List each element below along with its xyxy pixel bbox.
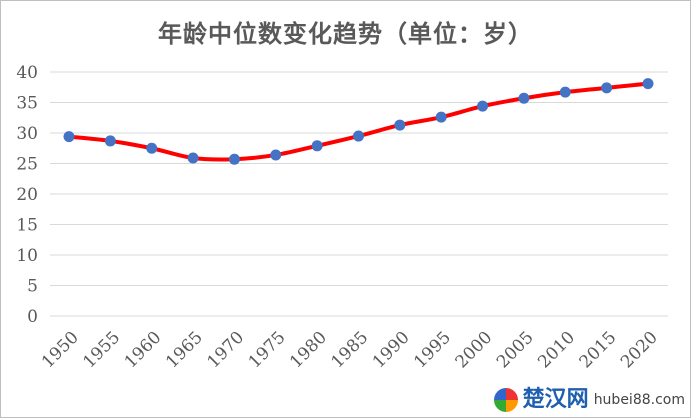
data-point [477, 100, 489, 112]
watermark-url: hubei88.com [593, 392, 685, 408]
data-point [642, 78, 654, 90]
data-point [559, 86, 571, 98]
y-tick-label: 5 [27, 277, 38, 297]
x-tick-label: 2005 [493, 328, 538, 373]
y-tick-label: 15 [16, 216, 38, 236]
x-tick-label: 2015 [576, 328, 621, 373]
data-point [353, 130, 364, 142]
y-tick-label: 0 [27, 307, 38, 327]
x-tick-label: 1955 [79, 328, 124, 373]
x-tick-label: 1995 [410, 328, 455, 373]
x-tick-label: 1980 [286, 328, 331, 373]
data-point [228, 153, 240, 165]
x-tick-label: 1965 [162, 328, 207, 373]
x-tick-label: 1990 [369, 328, 414, 373]
data-point [394, 119, 406, 131]
x-tick-label: 2000 [452, 328, 497, 373]
data-point [270, 149, 282, 161]
data-point [435, 111, 447, 123]
x-tick-label: 2020 [617, 328, 662, 373]
y-tick-label: 30 [16, 124, 38, 144]
y-tick-label: 10 [16, 246, 38, 266]
y-tick-label: 40 [16, 63, 38, 83]
y-tick-label: 25 [16, 155, 38, 175]
x-tick-label: 1970 [203, 328, 248, 373]
x-tick-label: 1960 [121, 328, 166, 373]
data-point [187, 152, 199, 164]
data-point [63, 131, 75, 143]
watermark-logo-icon [493, 388, 518, 412]
data-point [601, 82, 613, 94]
y-tick-label: 35 [16, 94, 38, 114]
x-tick-label: 1975 [245, 328, 290, 373]
data-point [311, 140, 323, 152]
y-tick-label: 20 [16, 185, 38, 205]
watermark: 楚汉网 hubei88.com [493, 386, 685, 414]
data-point [104, 135, 116, 147]
chart-title: 年龄中位数变化趋势（单位：岁） [158, 20, 533, 48]
x-tick-label: 1950 [38, 328, 83, 373]
data-point [518, 92, 530, 104]
x-tick-label: 1985 [328, 328, 373, 373]
watermark-name: 楚汉网 [522, 387, 589, 412]
data-point [146, 142, 158, 154]
x-tick-label: 2010 [534, 328, 579, 373]
